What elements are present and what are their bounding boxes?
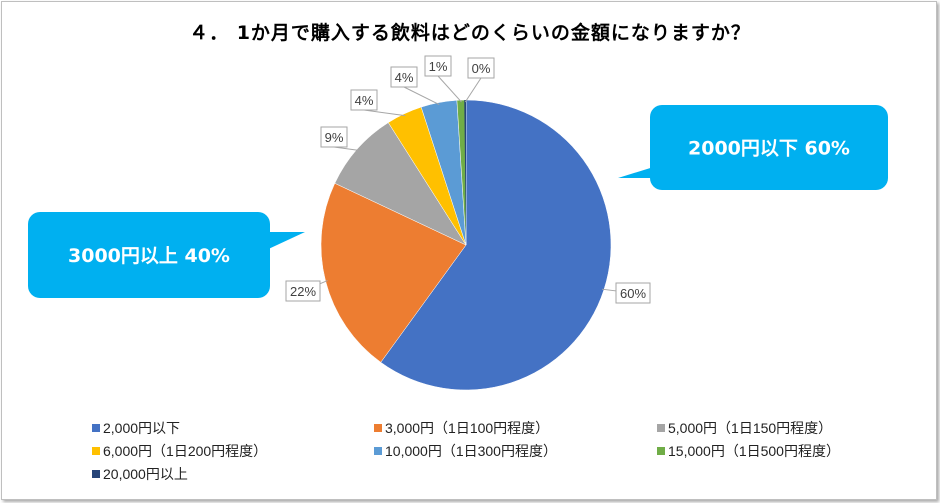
legend-label: 20,000円以上 [103,466,188,482]
legend-swatch [374,424,382,432]
legend-label: 15,000円（1日500円程度） [668,443,840,459]
svg-text:3000円以上 40%: 3000円以上 40% [68,245,230,267]
legend-item-1: 3,000円（1日100円程度） [374,418,549,438]
data-label-1: 22% [285,280,328,302]
pie-slice-6 [464,100,466,245]
legend-swatch [92,470,100,478]
legend-item-5: 15,000円（1日500円程度） [657,441,840,461]
data-label-2: 9% [320,126,359,151]
data-label-4: 4% [390,66,440,105]
data-label-6: 0% [464,57,495,103]
legend-label: 3,000円（1日100円程度） [385,420,550,436]
legend-swatch [657,424,665,432]
svg-text:60%: 60% [620,286,646,301]
svg-text:2000円以下 60%: 2000円以下 60% [688,138,850,160]
svg-text:4%: 4% [395,70,414,85]
legend-swatch [657,447,665,455]
svg-text:1%: 1% [429,59,448,74]
legend-label: 5,000円（1日150円程度） [668,420,833,436]
legend-item-6: 20,000円以上 [92,464,188,484]
legend-item-2: 5,000円（1日150円程度） [657,418,832,438]
callout-1: 3000円以上 40% [28,212,305,298]
legend-label: 10,000円（1日300円程度） [385,443,557,459]
legend-item-0: 2,000円以下 [92,418,180,438]
svg-text:4%: 4% [355,93,374,108]
legend-item-3: 6,000円（1日200円程度） [92,441,267,461]
legend-swatch [92,424,100,432]
legend-swatch [374,447,382,455]
svg-text:0%: 0% [472,61,491,76]
legend-item-4: 10,000円（1日300円程度） [374,441,557,461]
legend-label: 2,000円以下 [103,420,181,436]
legend-label: 6,000円（1日200円程度） [103,443,268,459]
data-label-3: 4% [350,89,406,117]
callout-0: 2000円以下 60% [618,105,888,190]
svg-text:22%: 22% [290,284,316,299]
pie-slice-2 [334,122,467,246]
legend-swatch [92,447,100,455]
chart-title: ４． 1か月で購入する飲料はどのくらいの金額になりますか？ [189,22,751,44]
pie-slice-5 [456,99,467,246]
svg-text:9%: 9% [325,130,344,145]
data-label-5: 1% [424,55,462,103]
data-label-0: 60% [601,282,651,304]
